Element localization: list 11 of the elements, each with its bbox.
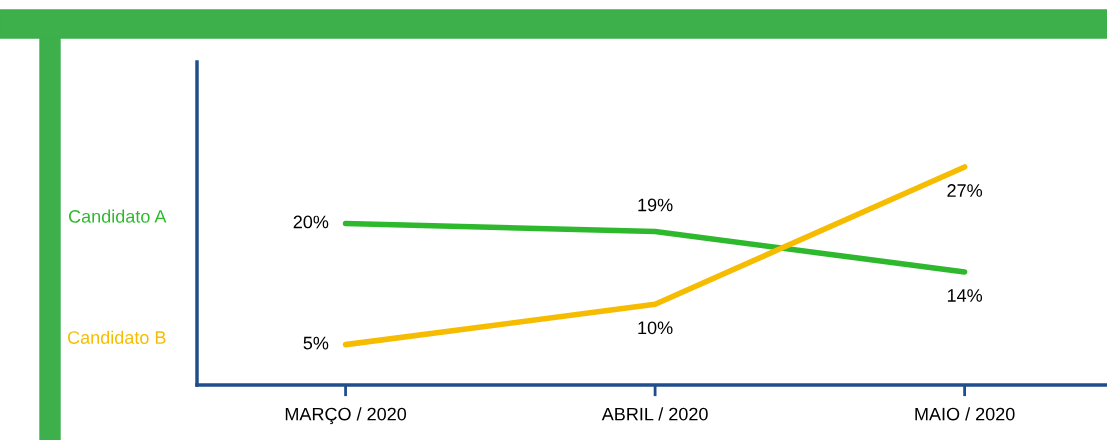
- data-label: 27%: [947, 184, 983, 197]
- x-tick-label: ABRIL / 2020: [601, 407, 708, 421]
- data-label: 10%: [638, 321, 673, 335]
- data-label: 5%: [303, 336, 329, 350]
- data-label: 20%: [293, 215, 329, 229]
- x-tick-label: MAIO / 2020: [915, 407, 1015, 421]
- data-label: 14%: [947, 289, 983, 302]
- x-tick-label: MARÇO / 2020: [285, 407, 407, 425]
- data-label: 19%: [638, 198, 673, 212]
- text: Candidato A: [68, 209, 167, 223]
- text: Candidato B: [67, 330, 166, 344]
